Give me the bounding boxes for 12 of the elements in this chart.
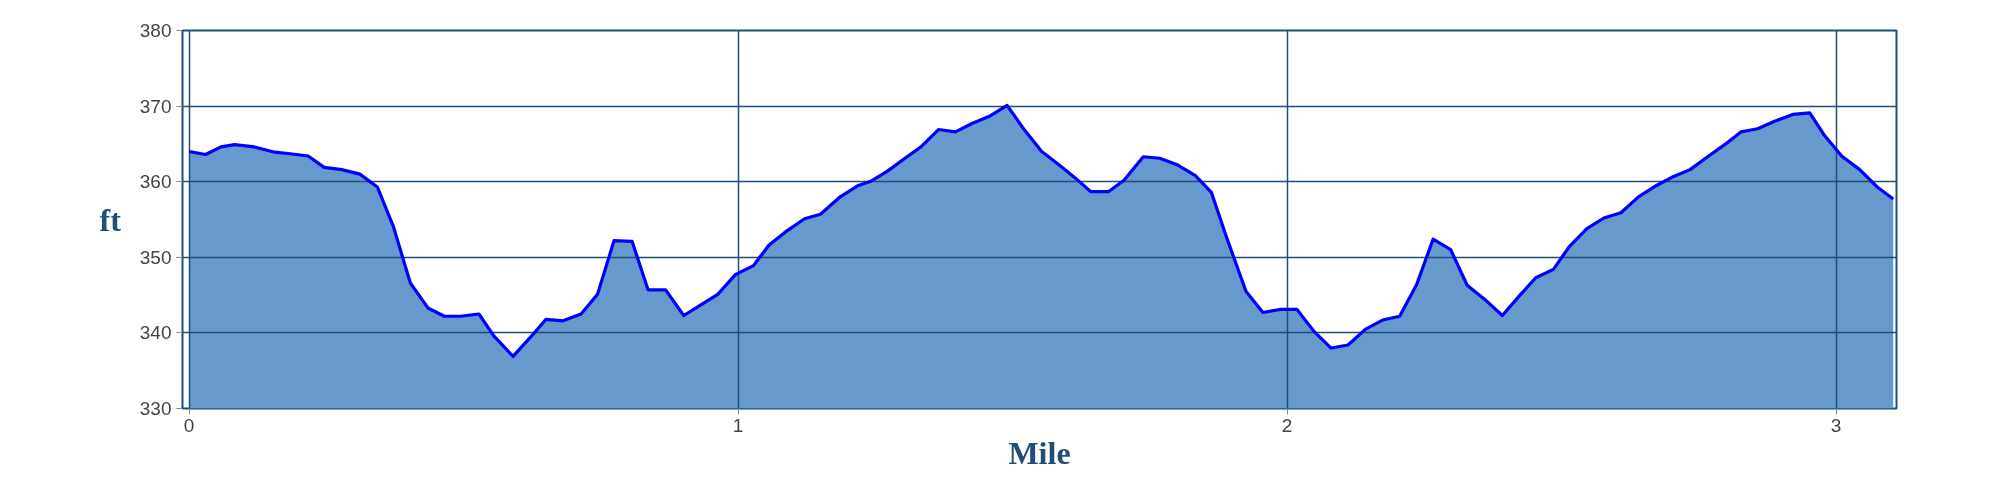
y-tick-label: 330 bbox=[139, 398, 172, 419]
y-axis-title: ft bbox=[99, 201, 122, 238]
x-tick-label: 0 bbox=[183, 414, 195, 436]
y-tick-label: 370 bbox=[139, 95, 172, 117]
y-tick-label: 350 bbox=[139, 246, 172, 268]
x-tick-label: 2 bbox=[1281, 414, 1293, 436]
y-tick-label: 380 bbox=[139, 20, 172, 41]
x-tick-label: 1 bbox=[732, 414, 744, 436]
x-axis-title: Mile bbox=[1008, 434, 1071, 471]
x-tick-label: 3 bbox=[1830, 414, 1842, 436]
y-tick-label: 360 bbox=[139, 171, 172, 193]
y-tick-label: 340 bbox=[139, 322, 172, 344]
